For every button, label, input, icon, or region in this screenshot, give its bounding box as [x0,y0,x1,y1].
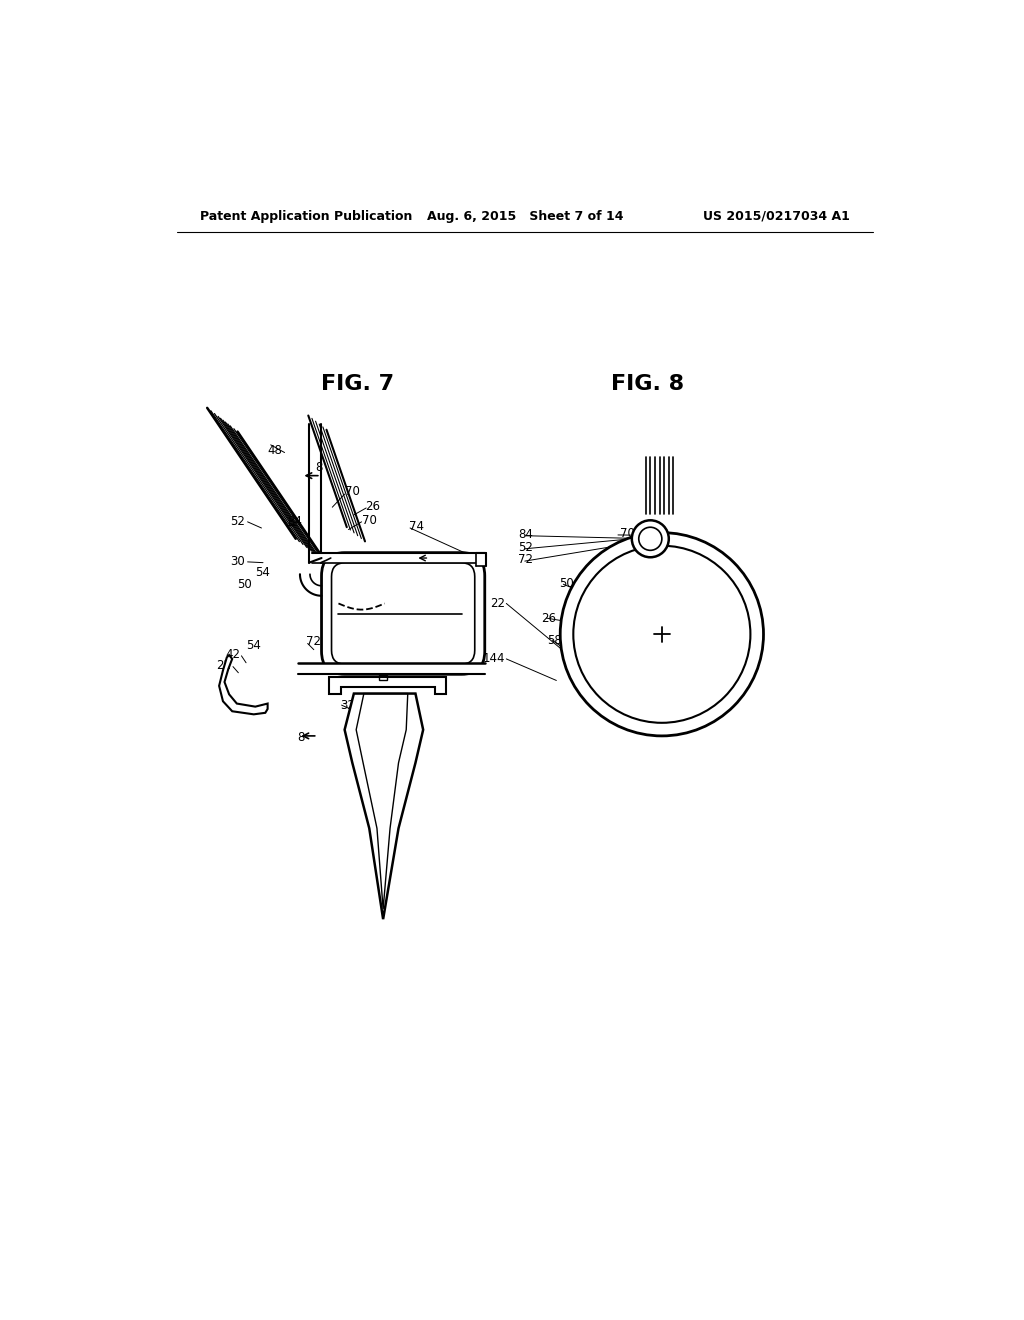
Text: 70: 70 [345,486,359,499]
Text: 52: 52 [230,515,246,528]
Text: 36: 36 [579,610,594,622]
Text: 46: 46 [345,675,359,688]
Text: US 2015/0217034 A1: US 2015/0217034 A1 [702,210,850,223]
Text: Aug. 6, 2015   Sheet 7 of 14: Aug. 6, 2015 Sheet 7 of 14 [427,210,623,223]
Text: FIG. 8: FIG. 8 [611,374,685,393]
Text: 56: 56 [418,610,433,622]
Polygon shape [345,693,423,919]
Text: 48: 48 [267,445,283,458]
FancyBboxPatch shape [322,553,484,675]
Text: 22: 22 [216,659,230,672]
Text: 50: 50 [559,577,573,590]
Circle shape [632,520,669,557]
FancyBboxPatch shape [332,562,475,664]
Text: 26: 26 [366,500,380,513]
Text: FIG. 7: FIG. 7 [322,374,394,393]
Circle shape [639,527,662,550]
Text: 58: 58 [547,634,562,647]
Text: 22: 22 [489,597,505,610]
Text: 32: 32 [340,698,355,711]
Text: 42: 42 [225,648,240,661]
Text: 8: 8 [315,462,323,474]
Circle shape [573,545,751,723]
Text: 72: 72 [518,553,532,566]
Text: 84: 84 [287,515,302,528]
Text: 72: 72 [306,635,322,648]
Text: 26: 26 [541,611,556,624]
Text: 30: 30 [229,554,245,568]
Text: 58: 58 [383,589,398,602]
Circle shape [560,532,764,737]
Text: Patent Application Publication: Patent Application Publication [200,210,413,223]
Text: 84: 84 [518,528,532,541]
Polygon shape [330,677,446,693]
Polygon shape [356,693,408,909]
Polygon shape [475,553,486,566]
Polygon shape [311,553,484,564]
Text: 52: 52 [518,541,532,554]
Text: 54: 54 [247,639,261,652]
Polygon shape [219,655,267,714]
Text: 74: 74 [410,520,424,533]
Text: 28: 28 [372,743,386,756]
Text: 70: 70 [361,513,377,527]
Text: 54: 54 [255,566,270,579]
Text: 8: 8 [297,731,304,744]
Text: 144: 144 [482,652,505,665]
Text: 50: 50 [238,578,252,591]
Polygon shape [298,663,484,675]
Text: 50: 50 [319,578,335,591]
Text: 70: 70 [620,527,635,540]
